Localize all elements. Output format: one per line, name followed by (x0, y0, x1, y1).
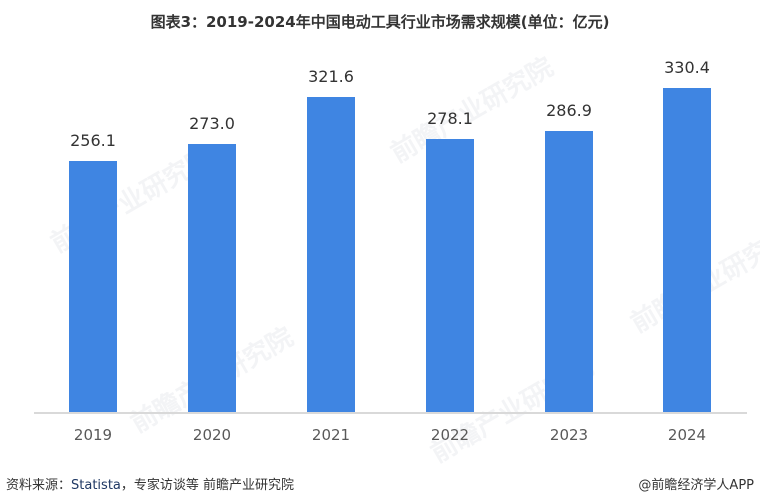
bar-2019 (69, 161, 117, 412)
source-note: 资料来源：Statista，专家访谈等 前瞻产业研究院 (6, 474, 294, 493)
source-prefix: 资料来源： (6, 478, 72, 493)
value-label: 273.0 (189, 114, 235, 133)
x-tick-label: 2020 (192, 426, 232, 444)
x-tick-label: 2019 (73, 426, 113, 444)
source-highlight: Statista (71, 478, 121, 493)
x-tick-label: 2021 (311, 426, 351, 444)
x-tick-label: 2024 (667, 426, 707, 444)
value-label: 286.9 (546, 101, 592, 120)
value-label: 330.4 (664, 58, 710, 77)
bar-2023 (545, 131, 593, 412)
value-label: 256.1 (70, 131, 116, 150)
value-label: 278.1 (427, 109, 473, 128)
bar-2024 (663, 88, 711, 412)
chart-title: 图表3：2019-2024年中国电动工具行业市场需求规模(单位：亿元) (150, 13, 610, 31)
x-axis-line (34, 412, 747, 414)
x-tick-label: 2022 (430, 426, 470, 444)
value-label: 321.6 (308, 67, 354, 86)
bar-2021 (307, 97, 355, 412)
credit-text: @前瞻经济学人APP (638, 478, 754, 493)
source-suffix: ，专家访谈等 前瞻产业研究院 (120, 478, 295, 493)
x-tick-label: 2023 (549, 426, 589, 444)
bar-2022 (426, 139, 474, 412)
bar-2020 (188, 144, 236, 412)
